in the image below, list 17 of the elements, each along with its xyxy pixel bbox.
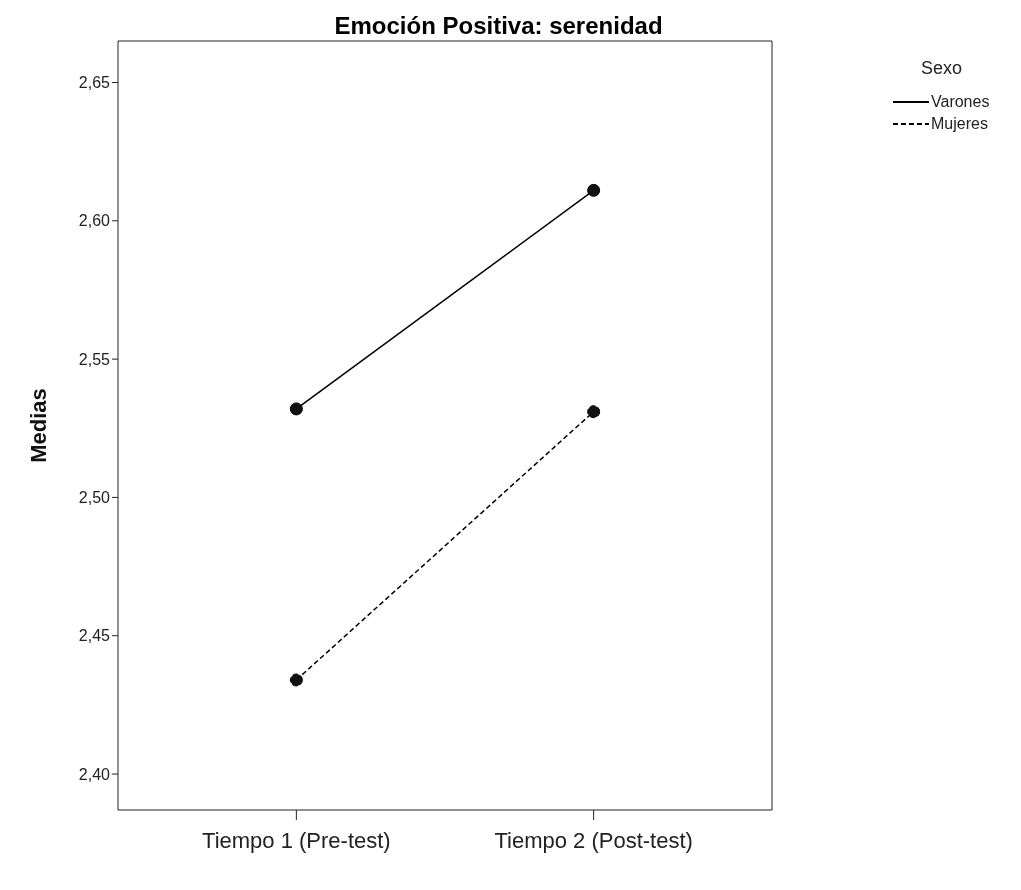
- legend-title: Sexo: [921, 58, 964, 79]
- y-tick-label: 2,65: [78, 74, 111, 92]
- y-tick-label: 2,50: [78, 489, 111, 507]
- y-tick-label: 2,40: [78, 765, 111, 783]
- chart-title: Emoción Positiva: serenidad: [333, 12, 664, 40]
- point: [289, 402, 303, 416]
- x-tick-label: Tiempo 2 (Post-test): [494, 827, 693, 853]
- y-tick-label: 2,55: [78, 350, 111, 368]
- y-tick-label: 2,45: [78, 627, 111, 645]
- point: [587, 405, 601, 419]
- legend-label: Mujeres: [931, 115, 988, 133]
- legend-label: Varones: [931, 93, 990, 111]
- y-tick-label: 2,60: [78, 212, 111, 230]
- x-tick-label: Tiempo 1 (Pre-test): [202, 827, 391, 853]
- point: [587, 183, 601, 197]
- point: [289, 673, 303, 687]
- y-axis-title: Medias: [25, 388, 51, 463]
